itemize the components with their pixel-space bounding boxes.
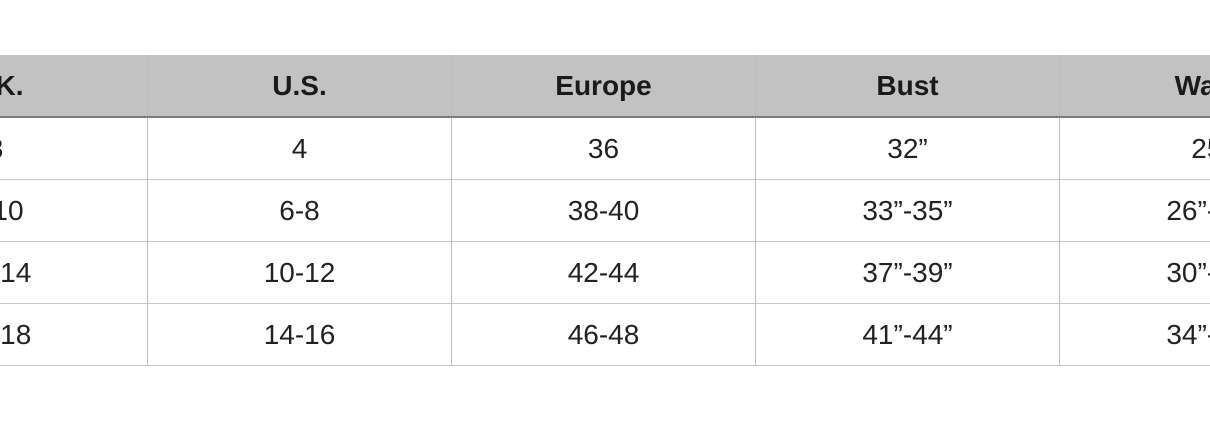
table-cell: 30”-32” <box>1059 241 1210 304</box>
table-cell: 34”-36” <box>1059 303 1210 366</box>
header-row: U.K.U.S.EuropeBustWaist <box>0 55 1210 118</box>
table-cell: 38-40 <box>451 179 756 242</box>
table-cell: 36 <box>451 117 756 180</box>
table-cell: 46-48 <box>451 303 756 366</box>
header-cell: U.S. <box>147 55 452 118</box>
header-cell: Europe <box>451 55 756 118</box>
header-cell: Bust <box>755 55 1060 118</box>
size-table: U.K.U.S.EuropeBustWaist 843632”25”8-106-… <box>0 55 1210 366</box>
table-cell: 6-8 <box>147 179 452 242</box>
table-row: 843632”25” <box>0 117 1210 180</box>
table-cell: 41”-44” <box>755 303 1060 366</box>
table-cell: 12-14 <box>0 241 148 304</box>
table-cell: 14-16 <box>147 303 452 366</box>
table-cell: 25” <box>1059 117 1210 180</box>
table-cell: 33”-35” <box>755 179 1060 242</box>
table-cell: 37”-39” <box>755 241 1060 304</box>
table-cell: 42-44 <box>451 241 756 304</box>
table-cell: 16-18 <box>0 303 148 366</box>
table-cell: 26”-28” <box>1059 179 1210 242</box>
table-cell: 10-12 <box>147 241 452 304</box>
table-cell: 32” <box>755 117 1060 180</box>
table-cell: 8-10 <box>0 179 148 242</box>
table-cell: 4 <box>147 117 452 180</box>
header-cell: Waist <box>1059 55 1210 118</box>
header-cell: U.K. <box>0 55 148 118</box>
table-body: 843632”25”8-106-838-4033”-35”26”-28”12-1… <box>0 117 1210 366</box>
table-cell: 8 <box>0 117 148 180</box>
